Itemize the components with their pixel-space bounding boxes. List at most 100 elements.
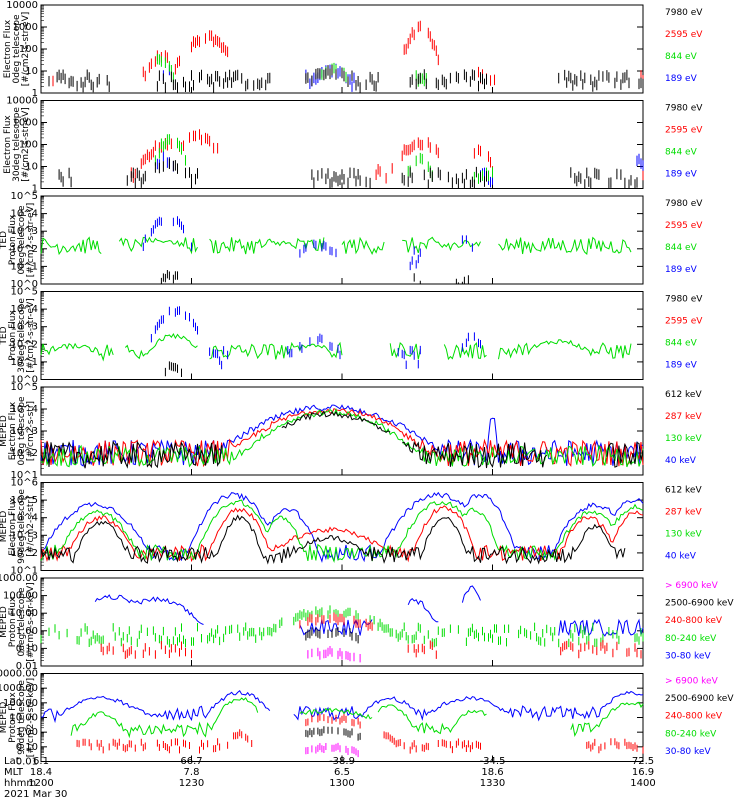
series-green bbox=[40, 236, 632, 256]
panel-7: 0.01 0.10 1.00 10.00 100.00 1000.00 MEPED Proto… bbox=[0, 573, 734, 672]
y-tick-label: 10^3 bbox=[11, 226, 38, 237]
y-tick-label: 10^5 bbox=[11, 287, 38, 298]
y-tick-label: 10000.00 bbox=[0, 669, 38, 680]
y-tick-label: 10000 bbox=[6, 96, 38, 107]
series-black bbox=[40, 410, 644, 469]
series-blue bbox=[40, 491, 644, 563]
bottom-axis-lat-value: 66.7 bbox=[180, 756, 202, 767]
lat-row-label: Lat bbox=[4, 756, 20, 767]
legend-entry: 240-800 keV bbox=[665, 616, 723, 626]
series-red bbox=[40, 505, 644, 563]
series-magenta bbox=[307, 646, 361, 663]
y-axis-label: Electron Flux bbox=[3, 115, 13, 174]
legend-entry: 287 keV bbox=[665, 508, 702, 518]
y-tick-label: 10^6 bbox=[11, 478, 38, 489]
legend-entry: 30-80 keV bbox=[665, 747, 711, 757]
legend-entry: 189 eV bbox=[665, 74, 698, 84]
y-axis-label: MEPED bbox=[0, 415, 9, 447]
y-tick-label: 10^2 bbox=[11, 244, 38, 255]
y-tick-label: 10^2 bbox=[11, 339, 38, 350]
bottom-axis-hhmm-value: 1300 bbox=[329, 778, 354, 789]
series-green bbox=[70, 697, 644, 739]
series-black bbox=[58, 158, 638, 189]
y-axis-label: 30deg telescope bbox=[17, 298, 27, 373]
y-tick-label: 1.00 bbox=[16, 727, 38, 738]
legend-entry: 844 eV bbox=[665, 148, 698, 158]
y-tick-label: 0.01 bbox=[16, 661, 38, 672]
y-tick-label: 10^5 bbox=[11, 495, 38, 506]
bottom-axis-hhmm-value: 1400 bbox=[630, 778, 655, 789]
y-tick-label: 10^0 bbox=[11, 375, 38, 386]
y-tick-label: 0.10 bbox=[16, 742, 38, 753]
panel-1: 1 10 100 1000 10000 Electron Flux 0deg telesco… bbox=[3, 0, 703, 99]
y-tick-label: 10^3 bbox=[11, 426, 38, 437]
y-axis-label: Proton Flux bbox=[8, 692, 18, 743]
y-axis-label: MEPED bbox=[0, 702, 9, 734]
y-tick-label: 0.10 bbox=[16, 643, 38, 654]
y-axis-label: TED bbox=[0, 326, 9, 345]
bottom-axis-mlt-value: 7.8 bbox=[184, 767, 200, 778]
y-axis-label: Proton Flux bbox=[8, 596, 18, 647]
y-tick-label: 1 bbox=[32, 88, 38, 99]
y-tick-label: 10^2 bbox=[11, 548, 38, 559]
y-axis-label: Electron Flux bbox=[8, 497, 18, 556]
legend-entry: 130 keV bbox=[665, 434, 702, 444]
panel-6: 10^1 10^2 10^3 10^4 10^5 10^6 MEPED Electron Fl… bbox=[0, 478, 702, 577]
series-blue bbox=[150, 306, 481, 370]
y-tick-label: 1000.00 bbox=[0, 683, 38, 694]
panel-frame bbox=[40, 291, 644, 380]
y-tick-label: 1 bbox=[32, 184, 38, 195]
legend-entry: 80-240 keV bbox=[665, 729, 717, 739]
legend-entry: 844 eV bbox=[665, 52, 698, 62]
legend-entry: 2595 eV bbox=[665, 30, 703, 40]
legend-entry: 189 eV bbox=[665, 265, 698, 275]
y-axis-label: 0deg telescope bbox=[12, 14, 22, 84]
y-axis-label: Electron Flux bbox=[8, 401, 18, 460]
y-tick-label: 1000 bbox=[13, 22, 38, 33]
y-tick-label: 10000 bbox=[6, 0, 38, 11]
series-black bbox=[305, 726, 361, 741]
y-axis-label: [#/cm2-s-str] bbox=[26, 401, 36, 461]
legend-entry: 40 keV bbox=[665, 456, 697, 466]
bottom-axis-hhmm-value: 1230 bbox=[179, 778, 204, 789]
y-tick-label: 10^4 bbox=[11, 404, 38, 415]
series-black bbox=[160, 270, 469, 284]
series-black bbox=[48, 64, 644, 93]
y-axis-label: 0deg telescope bbox=[17, 205, 27, 275]
series-blue bbox=[156, 150, 644, 188]
y-axis-label: MEPED bbox=[0, 606, 9, 638]
series-green bbox=[156, 53, 427, 87]
series-black bbox=[164, 361, 182, 377]
legend-entry: 7980 eV bbox=[665, 295, 703, 305]
y-tick-label: 10 bbox=[25, 66, 38, 77]
y-axis-label: [#/cm2-s-str-keV] bbox=[26, 678, 36, 757]
series-green bbox=[40, 499, 644, 563]
y-axis-label: [#/cm2-s-str-eV] bbox=[26, 298, 36, 373]
legend-entry: 2500-6900 keV bbox=[665, 599, 734, 609]
legend-entry: 7980 eV bbox=[665, 199, 703, 209]
y-tick-label: 10^3 bbox=[11, 322, 38, 333]
series-blue bbox=[142, 216, 473, 271]
legend-entry: 612 keV bbox=[665, 390, 702, 400]
series-red bbox=[76, 713, 644, 754]
bottom-axis-lat-value: 6.1 bbox=[33, 756, 49, 767]
legend-entry: 130 keV bbox=[665, 530, 702, 540]
y-axis-label: Proton Flux bbox=[8, 310, 18, 361]
panel-3: 10^0 10^1 10^2 10^3 10^4 10^5 TED Proton Flux 0d… bbox=[0, 191, 703, 290]
y-tick-label: 10^3 bbox=[11, 530, 38, 541]
bottom-axis-lat-value: -38.9 bbox=[329, 756, 355, 767]
series-green bbox=[40, 332, 632, 362]
bottom-axis-lat-value: -34.5 bbox=[480, 756, 506, 767]
y-tick-label: 10^4 bbox=[11, 304, 38, 315]
y-axis-label: 0deg telescope bbox=[17, 587, 27, 657]
date-label: 2021 Mar 30 bbox=[4, 789, 67, 800]
y-tick-label: 1000.00 bbox=[0, 573, 38, 584]
legend-entry: 2595 eV bbox=[665, 126, 703, 136]
y-tick-label: 10^1 bbox=[11, 566, 38, 577]
bottom-axis-lat-value: 72.5 bbox=[632, 756, 654, 767]
y-axis-label: [#/cm2-s-str-eV] bbox=[21, 12, 31, 87]
y-tick-label: 1000 bbox=[13, 118, 38, 129]
